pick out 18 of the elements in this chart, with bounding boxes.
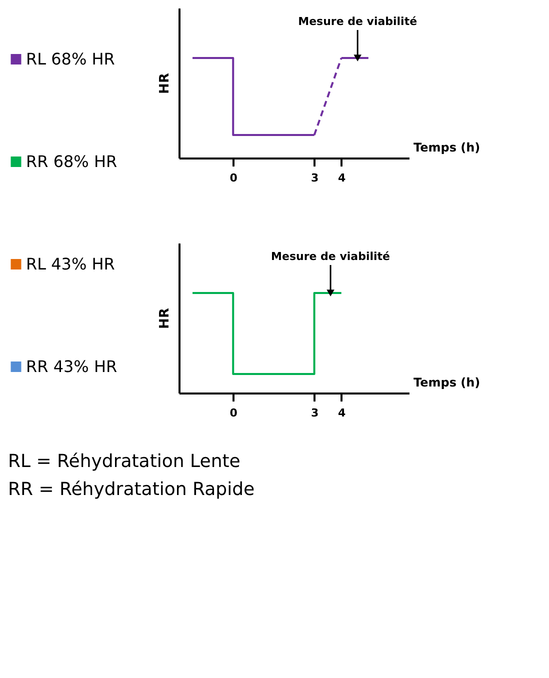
category-label: RL 68% HR — [26, 49, 115, 68]
text: RR = Réhydratation Rapide — [8, 479, 255, 500]
x-tick-label: 3 — [310, 406, 319, 420]
annotation: Mesure de viabilité — [271, 250, 390, 263]
x-axis-title: Temps (h) — [414, 140, 480, 154]
category-label: RL 43% HR — [26, 254, 115, 274]
x-tick-label: 0 — [230, 406, 238, 420]
annotation: Mesure de viabilité — [298, 15, 418, 28]
x-tick-label: 4 — [338, 406, 346, 420]
x-tick-label: 3 — [310, 172, 319, 184]
x-axis-title: Temps (h) — [414, 376, 480, 390]
y-axis-title: HR — [158, 73, 172, 94]
text: RL = Réhydratation Lente — [8, 451, 240, 472]
category-label: RR 68% HR — [26, 152, 118, 171]
x-tick-label: 4 — [338, 172, 346, 184]
y-axis-title: HR — [158, 308, 172, 329]
category-label: RR 43% HR — [26, 356, 118, 376]
x-tick-label: 0 — [230, 172, 238, 184]
